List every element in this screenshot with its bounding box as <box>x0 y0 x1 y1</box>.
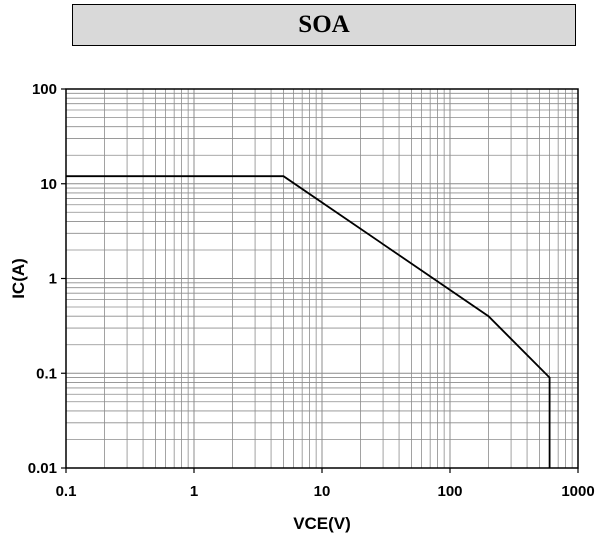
line-layer <box>66 175 551 468</box>
x-tick-label: 100 <box>437 483 462 500</box>
x-tick-label: 10 <box>314 483 331 500</box>
grid-layer <box>66 89 578 468</box>
y-tick-label: 10 <box>40 176 57 193</box>
x-tick-label: 1 <box>190 483 198 500</box>
chart-title: SOA <box>72 4 576 46</box>
x-tick-label: 0.1 <box>56 483 77 500</box>
soa-boundary-line <box>66 175 551 468</box>
x-tick-label: 1000 <box>561 483 594 500</box>
tick-layer: 0.1 1 10 100 1000 0.01 0.1 1 10 100 <box>28 81 595 500</box>
y-tick-label: 1 <box>49 271 57 288</box>
y-axis-title: IC(A) <box>9 258 28 299</box>
x-axis-title: VCE(V) <box>293 514 351 533</box>
y-tick-label: 0.1 <box>36 365 57 382</box>
y-tick-label: 0.01 <box>28 460 57 477</box>
y-tick-label: 100 <box>32 81 57 98</box>
